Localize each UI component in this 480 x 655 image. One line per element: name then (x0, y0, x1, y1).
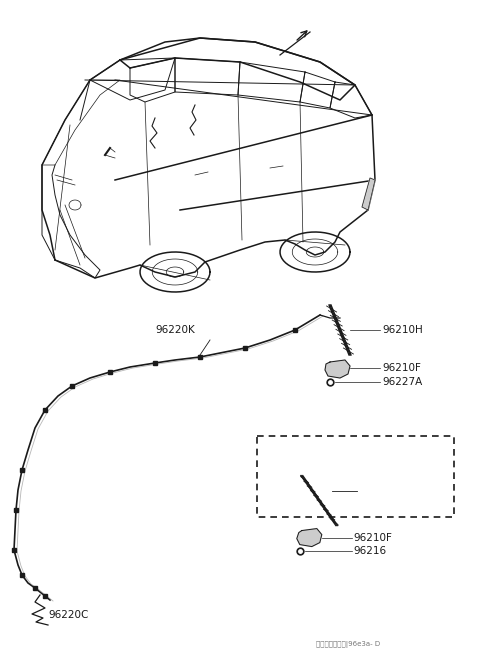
Polygon shape (297, 529, 322, 546)
Text: 96210F: 96210F (382, 363, 421, 373)
Text: 图为参考图为参|96e3a- D: 图为参考图为参|96e3a- D (316, 641, 380, 648)
Text: 96227A: 96227A (382, 377, 422, 387)
Text: 96210H: 96210H (382, 325, 423, 335)
FancyBboxPatch shape (257, 436, 454, 517)
Text: (ANTENNA SDARS): (ANTENNA SDARS) (265, 443, 361, 453)
Text: 96220C: 96220C (48, 610, 88, 620)
Text: 96220K: 96220K (155, 325, 195, 335)
Polygon shape (325, 360, 350, 378)
Polygon shape (362, 178, 375, 210)
Text: 96216: 96216 (354, 546, 387, 555)
Text: 96210F: 96210F (354, 533, 393, 542)
